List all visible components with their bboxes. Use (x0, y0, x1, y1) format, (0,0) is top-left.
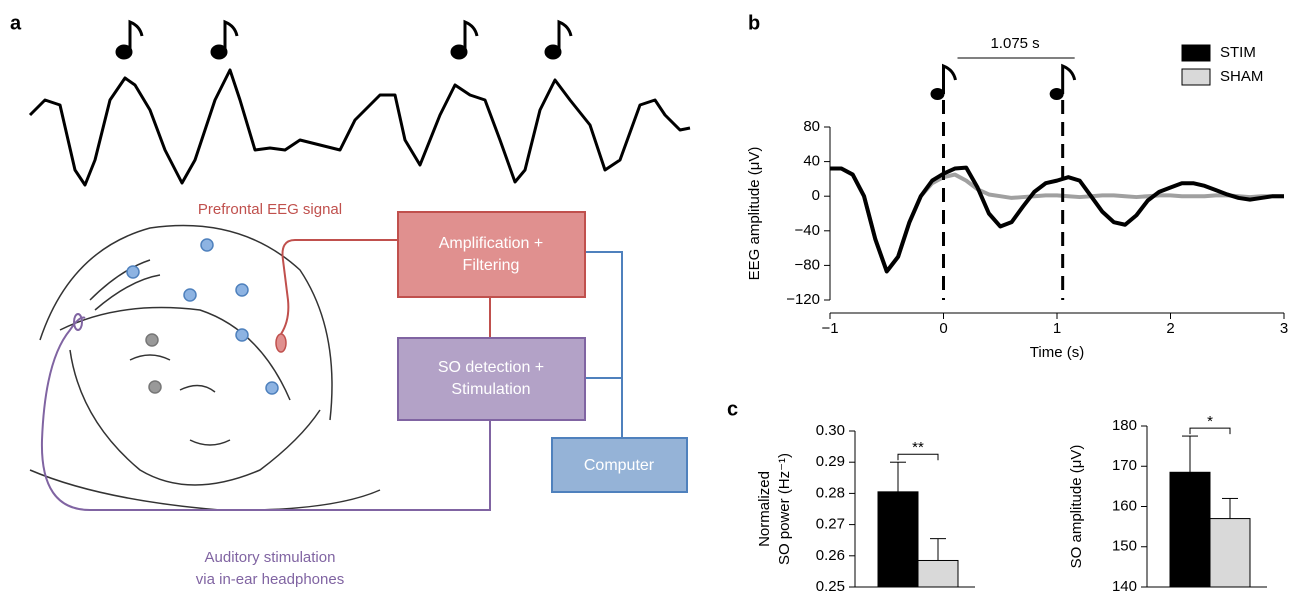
box (397, 211, 586, 298)
y-tick-label: 0.25 (816, 578, 845, 592)
y-axis-title: SO power (Hz⁻¹) (776, 453, 793, 565)
box (397, 337, 586, 421)
music-notes (115, 19, 573, 60)
y-tick-label: 140 (1112, 578, 1137, 592)
y-tick-label: 160 (1112, 497, 1137, 514)
eeg-wire (280, 239, 398, 335)
panel-label: c (727, 398, 738, 420)
legend-label: STIM (1220, 44, 1256, 61)
x-axis-title: Time (s) (1030, 344, 1084, 361)
panel-label: a (10, 12, 22, 34)
y-tick-label: 0.30 (816, 422, 845, 439)
box-label: Amplification + (439, 235, 544, 252)
significance-bracket (897, 453, 939, 461)
music-note (1061, 63, 1077, 94)
audio-label: Auditory stimulation (205, 549, 336, 566)
x-tick-label: 2 (1166, 320, 1174, 337)
y-tick-label: 0.28 (816, 484, 845, 501)
panel-label: b (748, 12, 760, 34)
y-tick-label: 80 (803, 118, 820, 135)
y-axis-title: EEG amplitude (μV) (746, 147, 763, 281)
audio-label: via in-ear headphones (196, 571, 344, 588)
box-label: SO detection + (438, 359, 544, 376)
computer-box: Computer (551, 437, 688, 493)
y-tick-label: 0.29 (816, 453, 845, 470)
x-tick-label: 3 (1280, 320, 1288, 337)
legend-swatch (1181, 44, 1211, 62)
bar (1209, 518, 1251, 588)
computer-wire (585, 251, 623, 438)
y-axis-title: SO amplitude (μV) (1068, 445, 1085, 569)
y-tick-label: −80 (795, 256, 820, 273)
significance-label: ** (912, 439, 924, 456)
amp-box: Amplification + Filtering (397, 211, 586, 298)
music-note (942, 63, 957, 94)
y-tick-label: −120 (786, 291, 820, 308)
y-axis-title: Normalized (756, 471, 773, 547)
y-tick-label: 0 (812, 187, 820, 204)
eeg-label: Prefrontal EEG signal (198, 201, 342, 218)
music-note (1049, 88, 1064, 100)
diagram: a Prefrontal EEG signal Amplification + … (10, 12, 691, 588)
bar (917, 559, 959, 588)
significance-label: * (1207, 413, 1213, 430)
box-label: Filtering (463, 257, 520, 274)
y-tick-label: 170 (1112, 457, 1137, 474)
legend-label: SHAM (1220, 68, 1263, 85)
x-tick-label: 1 (1053, 320, 1061, 337)
interval-label: 1.075 s (990, 35, 1039, 52)
electrodes (126, 238, 287, 395)
box-label: Computer (584, 457, 655, 474)
legend-swatch (1181, 68, 1211, 86)
bar (1169, 471, 1211, 588)
x-tick-label: 0 (939, 320, 947, 337)
y-tick-label: 0.27 (816, 516, 845, 533)
eeg-trace (28, 68, 691, 187)
y-tick-label: 0.26 (816, 547, 845, 564)
bar (877, 491, 919, 588)
y-tick-label: 40 (803, 153, 820, 170)
series-line (830, 165, 1284, 274)
y-tick-label: 180 (1112, 417, 1137, 434)
audio-wire (40, 316, 491, 511)
significance-bracket (1189, 427, 1231, 435)
music-note (930, 88, 945, 100)
box-label: Stimulation (451, 381, 530, 398)
so-box: SO detection + Stimulation (397, 337, 586, 421)
x-tick-label: −1 (821, 320, 838, 337)
box (551, 437, 688, 493)
y-tick-label: 150 (1112, 538, 1137, 555)
head-drawing (29, 224, 381, 511)
earphone (73, 313, 83, 331)
y-tick-label: −40 (795, 222, 820, 239)
